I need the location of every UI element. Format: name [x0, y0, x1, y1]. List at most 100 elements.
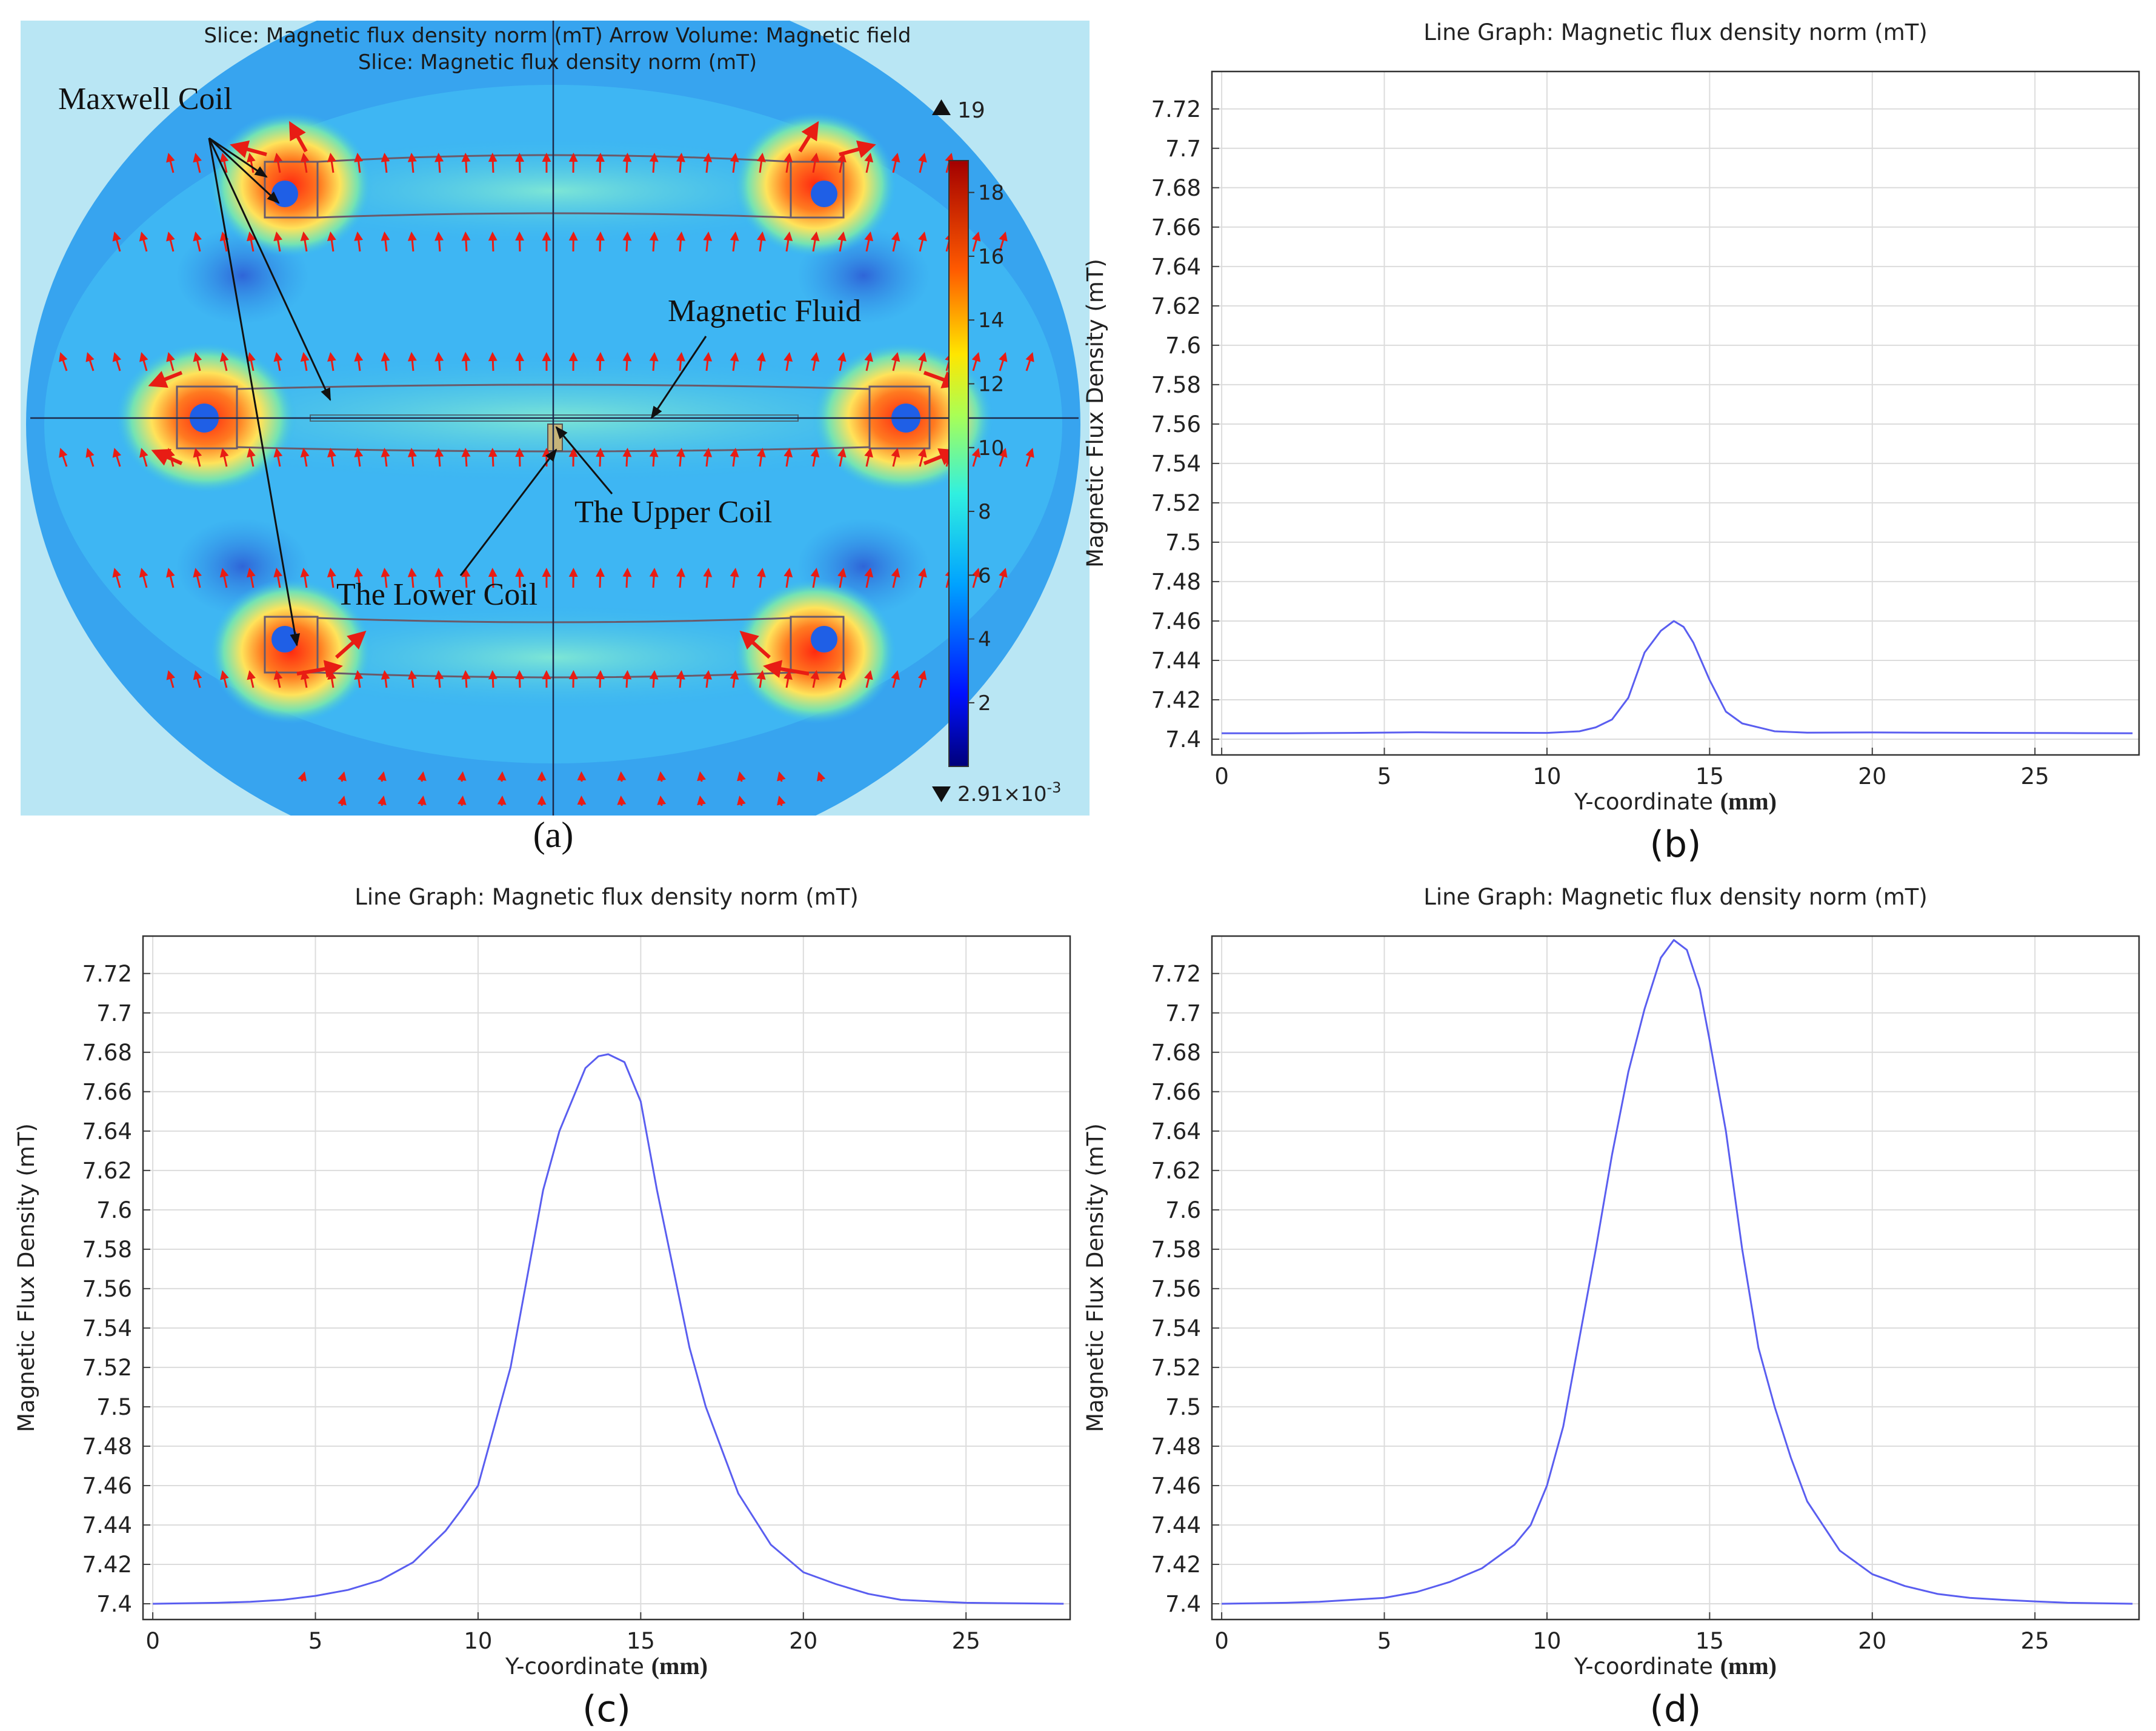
y-tick-label: 7.52 — [82, 1355, 132, 1381]
series-line — [153, 1053, 1064, 1605]
y-tick-label: 7.72 — [1151, 96, 1201, 122]
y-tick-label: 7.72 — [1151, 961, 1201, 987]
y-tick-label: 7.7 — [1165, 1000, 1201, 1026]
x-tick-label: 5 — [308, 1628, 323, 1654]
y-tick-label: 7.58 — [1151, 372, 1201, 398]
y-tick-label: 7.52 — [1151, 490, 1201, 516]
plot-area — [1212, 71, 2139, 755]
y-tick-label: 7.64 — [1151, 1118, 1201, 1145]
y-tick-label: 7.42 — [1151, 1552, 1201, 1578]
y-tick-label: 7.54 — [82, 1315, 132, 1341]
chart-caption: (c) — [582, 1688, 631, 1730]
x-tick-label: 20 — [1858, 763, 1886, 789]
series-line — [1222, 939, 2133, 1605]
max-marker-icon — [932, 99, 951, 115]
panel-a: Slice: Magnetic flux density norm (mT) A… — [21, 21, 1090, 855]
y-tick-label: 7.54 — [1151, 451, 1201, 477]
x-tick-label: 0 — [145, 1628, 160, 1654]
y-tick-label: 7.72 — [82, 961, 132, 987]
y-tick-label: 7.44 — [1151, 648, 1201, 674]
x-tick-label: 10 — [1532, 1628, 1561, 1654]
panel-a-title-line1: Slice: Magnetic flux density norm (mT) A… — [204, 24, 911, 48]
chart-title: Line Graph: Magnetic flux density norm (… — [1423, 19, 1928, 45]
y-tick-label: 7.5 — [96, 1394, 132, 1420]
y-tick-label: 7.52 — [1151, 1355, 1201, 1381]
y-tick-label: 7.7 — [96, 1000, 132, 1026]
y-tick-label: 7.44 — [1151, 1512, 1201, 1538]
label-lower-coil: The Lower Coil — [336, 577, 537, 612]
colorbar-tick-label: 14 — [978, 308, 1004, 333]
y-axis-label: Magnetic Flux Density (mT) — [1082, 1123, 1108, 1432]
y-tick-label: 7.5 — [1165, 1394, 1201, 1420]
x-axis-label: Y-coordinate (mm) — [1574, 1652, 1777, 1680]
x-tick-label: 0 — [1214, 1628, 1229, 1654]
y-tick-label: 7.7 — [1165, 136, 1201, 162]
y-tick-label: 7.48 — [82, 1434, 132, 1460]
x-tick-label: 25 — [2021, 763, 2049, 789]
y-tick-label: 7.66 — [1151, 214, 1201, 241]
y-tick-label: 7.46 — [82, 1473, 132, 1499]
colorbar-gradient — [948, 160, 969, 767]
colorbar-tick-label: 18 — [978, 181, 1004, 205]
y-tick-label: 7.58 — [82, 1237, 132, 1263]
colorbar-tick-label: 16 — [978, 245, 1004, 269]
y-tick-label: 7.48 — [1151, 1434, 1201, 1460]
y-tick-label: 7.64 — [1151, 254, 1201, 280]
plot-frame — [1211, 935, 2140, 1621]
colorbar: 2 4 6 8 10 12 14 16 18 19 2.91×10-3 — [932, 98, 1061, 806]
colorbar-tick-label: 8 — [978, 500, 991, 524]
colorbar-tick-label: 10 — [978, 436, 1004, 460]
x-axis-label: Y-coordinate (mm) — [505, 1652, 708, 1680]
y-tick-label: 7.66 — [1151, 1079, 1201, 1105]
panel-a-title-line2: Slice: Magnetic flux density norm (mT) — [358, 50, 757, 75]
y-tick-label: 7.44 — [82, 1512, 132, 1538]
min-marker-icon — [932, 786, 951, 802]
chart-b: 7.4 7.42 7.44 7.46 7.48 7.5 7.52 7.54 7.56 7.58 7.… — [1082, 19, 2140, 866]
x-tick-label: 10 — [464, 1628, 492, 1654]
y-tick-label: 7.68 — [1151, 1040, 1201, 1066]
x-tick-label: 5 — [1377, 1628, 1392, 1654]
x-tick-label: 15 — [1695, 1628, 1724, 1654]
x-tick-label: 25 — [952, 1628, 980, 1654]
x-tick-label: 25 — [2021, 1628, 2049, 1654]
y-tick-label: 7.4 — [96, 1591, 132, 1617]
y-axis-label: Magnetic Flux Density (mT) — [13, 1123, 39, 1432]
x-tick-label: 0 — [1214, 763, 1229, 789]
y-tick-label: 7.68 — [1151, 175, 1201, 201]
chart-caption: (d) — [1650, 1688, 1702, 1730]
y-tick-label: 7.62 — [82, 1158, 132, 1184]
y-tick-label: 7.42 — [1151, 687, 1201, 713]
panel-a-caption: (a) — [533, 815, 574, 855]
y-tick-label: 7.66 — [82, 1079, 132, 1105]
colorbar-tick-label: 12 — [978, 372, 1004, 396]
colorbar-max-label: 19 — [957, 98, 985, 123]
x-tick-label: 10 — [1532, 763, 1561, 789]
y-tick-label: 7.42 — [82, 1552, 132, 1578]
y-tick-label: 7.58 — [1151, 1237, 1201, 1263]
label-magnetic-fluid: Magnetic Fluid — [668, 294, 861, 328]
y-tick-label: 7.6 — [1165, 1197, 1201, 1223]
colorbar-tick-label: 6 — [978, 563, 991, 588]
plot-area — [1212, 936, 2139, 1620]
plot-frame — [142, 935, 1071, 1621]
y-tick-label: 7.48 — [1151, 569, 1201, 595]
y-tick-label: 7.56 — [1151, 1276, 1201, 1302]
chart-c: 7.4 7.42 7.44 7.46 7.48 7.5 7.52 7.54 7.56 7.58 7.… — [13, 884, 1071, 1730]
x-tick-label: 20 — [1858, 1628, 1886, 1654]
plot-frame — [1211, 70, 2140, 756]
y-tick-label: 7.64 — [82, 1118, 132, 1145]
y-tick-label: 7.4 — [1165, 1591, 1201, 1617]
chart-caption: (b) — [1650, 823, 1702, 866]
chart-title: Line Graph: Magnetic flux density norm (… — [354, 884, 859, 910]
chart-title: Line Graph: Magnetic flux density norm (… — [1423, 884, 1928, 910]
y-axis-label: Magnetic Flux Density (mT) — [1082, 259, 1108, 568]
y-tick-label: 7.46 — [1151, 608, 1201, 634]
y-tick-label: 7.54 — [1151, 1315, 1201, 1341]
y-tick-label: 7.62 — [1151, 293, 1201, 319]
y-tick-label: 7.6 — [1165, 333, 1201, 359]
y-tick-label: 7.4 — [1165, 726, 1201, 753]
label-maxwell-coil: Maxwell Coil — [58, 82, 232, 116]
series-line — [1222, 620, 2133, 734]
y-tick-label: 7.62 — [1151, 1158, 1201, 1184]
x-tick-label: 15 — [627, 1628, 655, 1654]
